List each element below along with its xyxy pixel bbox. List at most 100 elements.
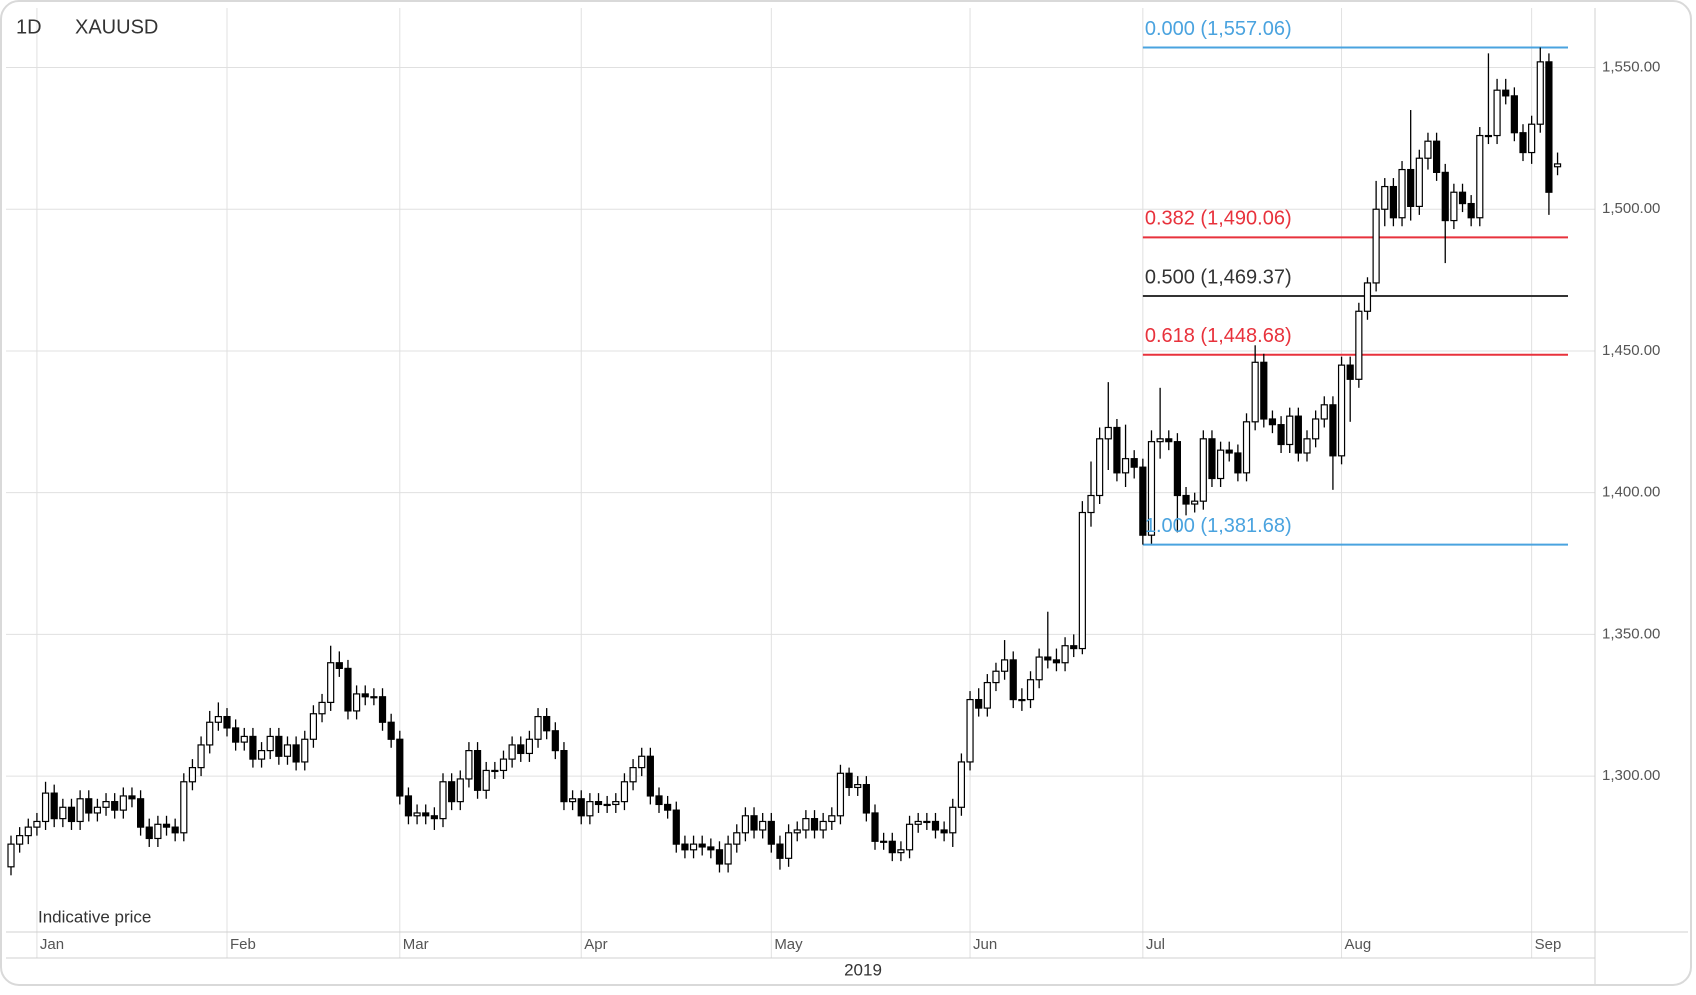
candle-body [836, 772, 845, 817]
candle-body [76, 798, 84, 823]
y-tick-label: 1,500.00 [1602, 200, 1660, 217]
candle-body [741, 815, 750, 834]
candle-body [1052, 659, 1061, 664]
fib-label: 1.000 (1,381.68) [1145, 515, 1292, 537]
x-tick-label: Mar [403, 936, 429, 953]
candle-body [1096, 438, 1104, 497]
candle-body [828, 815, 836, 823]
candle-body [1355, 310, 1363, 380]
candle-body [223, 715, 231, 729]
candle-body [59, 806, 67, 820]
candle-body [1286, 415, 1294, 446]
candle-body [534, 715, 542, 740]
candle-body [465, 750, 473, 780]
candle-body [1173, 441, 1182, 497]
candle-body [370, 696, 378, 699]
candle-body [681, 843, 689, 851]
candle-body [1320, 404, 1328, 420]
candle-body [750, 815, 758, 831]
candle-body [586, 801, 594, 817]
candle-body [560, 750, 568, 803]
candle-body [776, 843, 784, 859]
y-tick-label: 1,450.00 [1602, 342, 1660, 359]
candle-body [612, 801, 620, 806]
candle-body [1528, 123, 1536, 154]
candle-body [197, 744, 205, 769]
candle-body [128, 795, 136, 800]
y-tick-label: 1,400.00 [1602, 484, 1660, 501]
candle-body [767, 820, 775, 845]
candle-body [1424, 140, 1432, 159]
candle-body [344, 667, 352, 712]
candle-body [1450, 191, 1458, 222]
candle-body [499, 758, 508, 772]
x-title: 2019 [844, 960, 882, 979]
candle-body [257, 750, 266, 760]
candle-body [568, 798, 577, 803]
candle-body [983, 681, 991, 709]
candle-body [301, 738, 309, 763]
candle-body [206, 721, 214, 746]
candle-body [724, 843, 732, 865]
candle-body [7, 843, 15, 868]
candle-body [1519, 132, 1527, 154]
candle-body [525, 738, 534, 755]
candle-body [1458, 191, 1467, 205]
candle-body [1510, 95, 1518, 134]
candle-body [1432, 140, 1441, 173]
x-tick-label: Jun [973, 936, 997, 953]
candle-body [422, 812, 430, 817]
candle-body [1216, 449, 1225, 480]
candle-body [1502, 89, 1510, 97]
x-tick-label: Jul [1146, 936, 1165, 953]
candle-body [793, 829, 801, 834]
candle-body [1372, 208, 1380, 284]
candle-body [1346, 364, 1354, 380]
candle-body [629, 767, 637, 783]
candle-body [1441, 171, 1449, 222]
candle-body [1139, 466, 1147, 536]
candle-body [1260, 361, 1268, 420]
candle-body [1398, 168, 1406, 219]
candle-body [594, 801, 603, 806]
candle-body [1329, 404, 1337, 457]
candle-body [1009, 659, 1017, 701]
candle-body [353, 693, 361, 712]
candle-body [1191, 500, 1199, 505]
candle-body [672, 809, 680, 845]
candle-body [620, 781, 629, 803]
candle-body [802, 818, 810, 831]
candle-body [543, 715, 551, 732]
candle-body [914, 820, 922, 825]
candle-body [698, 843, 706, 848]
candle-body [119, 795, 127, 811]
fib-label: 0.382 (1,490.06) [1145, 208, 1292, 230]
chart-title: XAUUSD [75, 16, 158, 38]
candle-body [387, 721, 395, 740]
candle-body [1156, 438, 1164, 443]
candle-body [439, 781, 447, 820]
candle-body [897, 849, 905, 854]
candle-body [102, 801, 110, 808]
candle-body [24, 826, 32, 837]
note: Indicative price [38, 907, 151, 926]
y-tick-label: 1,550.00 [1602, 58, 1660, 75]
candle-body [404, 795, 413, 817]
candle-body [646, 755, 654, 797]
candle-body [655, 795, 663, 806]
candle-body [50, 792, 58, 820]
candle-body [249, 735, 257, 760]
candle-body [1536, 61, 1544, 125]
fib-label: 0.618 (1,448.68) [1145, 325, 1292, 347]
candle-body [905, 823, 914, 851]
candle-body [1545, 61, 1553, 193]
candle-body [309, 713, 317, 740]
candle-body [1553, 163, 1562, 168]
candle-body [456, 778, 464, 803]
candle-body [482, 769, 490, 791]
candle-body [862, 784, 870, 814]
candle-body [1000, 659, 1009, 672]
x-tick-label: Jan [40, 936, 64, 953]
candle-body [162, 823, 171, 828]
candle-body [1493, 89, 1501, 137]
